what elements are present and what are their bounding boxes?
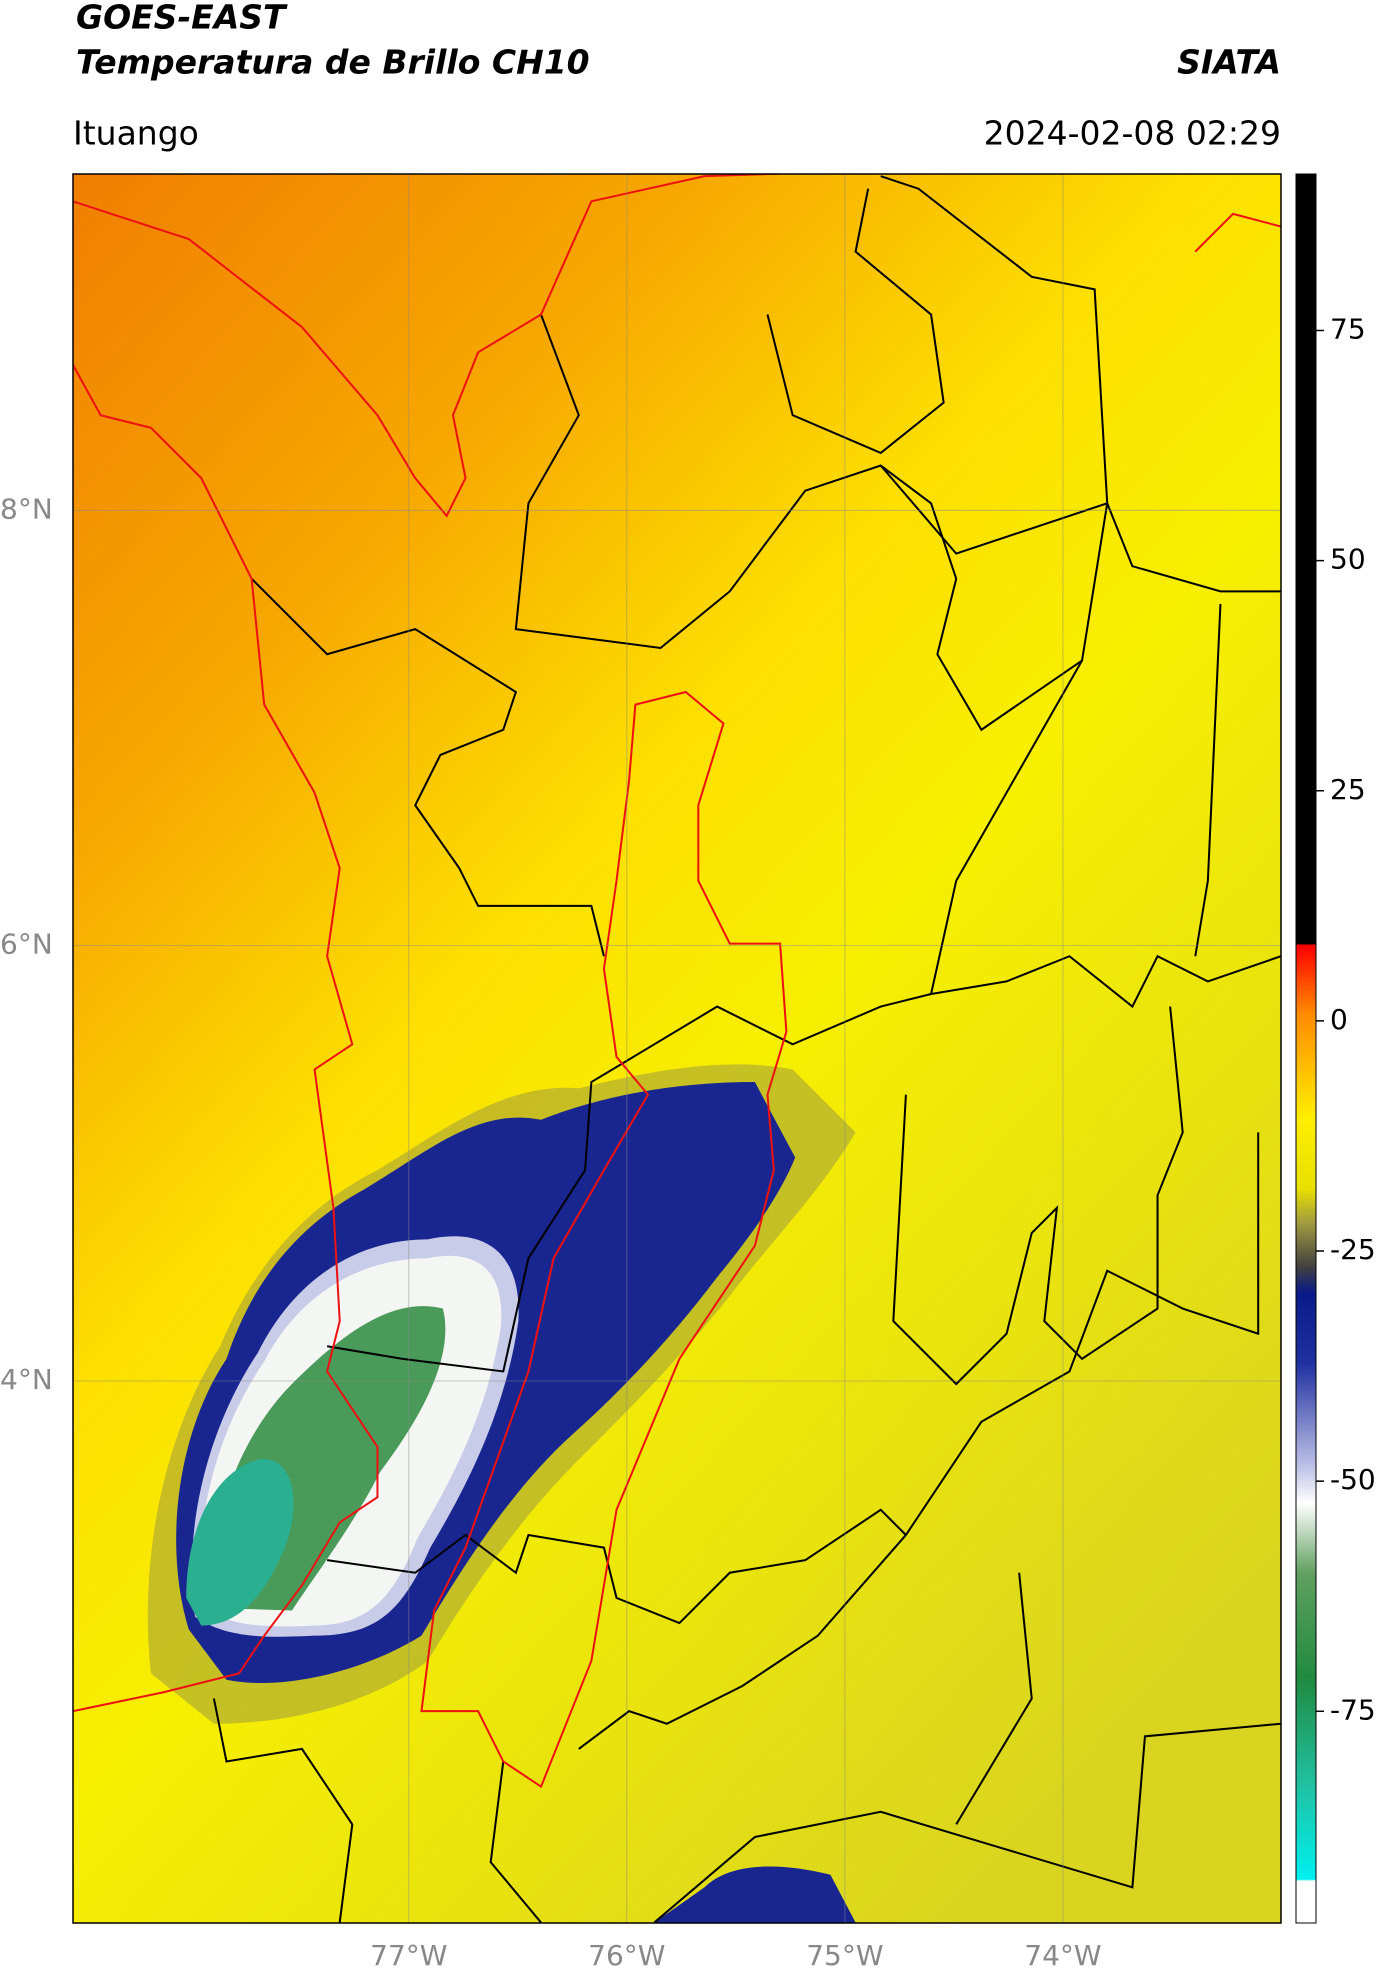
map	[73, 174, 1281, 1923]
colorbar-tick-label: -50	[1330, 1463, 1376, 1496]
lat-tick-label: 4°N	[0, 1363, 53, 1396]
borders	[212, 175, 1281, 1923]
lon-tick-label: 74°W	[1024, 1939, 1101, 1972]
lon-tick-label: 77°W	[370, 1939, 447, 1972]
cloud-small	[654, 1866, 856, 1923]
lat-tick-label: 6°N	[0, 928, 53, 961]
cloud-teal	[186, 1459, 294, 1626]
subtitle: Temperatura de Brillo CH10	[76, 43, 590, 82]
graticule	[73, 174, 1281, 1923]
lon-tick-label: 75°W	[806, 1939, 883, 1972]
colorbar-tick-label: -75	[1330, 1693, 1376, 1726]
colorbar-tick-label: 75	[1330, 312, 1366, 345]
colorbar-tick-label: 25	[1330, 773, 1366, 806]
source: SIATA	[1177, 43, 1281, 82]
coastline-and-basin	[73, 174, 1281, 1789]
colorbar-tick-label: 50	[1330, 543, 1366, 576]
colorbar-tick-label: -25	[1330, 1233, 1376, 1266]
map-frame	[72, 173, 1282, 1924]
datetime: 2024-02-08 02:29	[984, 114, 1281, 153]
colorbar-tick-label: 0	[1330, 1003, 1348, 1036]
map-features	[73, 174, 1281, 1923]
location: Ituango	[73, 114, 199, 153]
lon-tick-label: 76°W	[588, 1939, 665, 1972]
axes: 77°W 76°W 75°W 74°W 8°N 6°N 4°N 75 50 25 0 -25 -50 -7…	[0, 312, 1376, 1972]
title: GOES-EAST	[76, 0, 288, 37]
colorbar	[1295, 173, 1317, 1924]
lat-tick-label: 8°N	[0, 492, 53, 525]
